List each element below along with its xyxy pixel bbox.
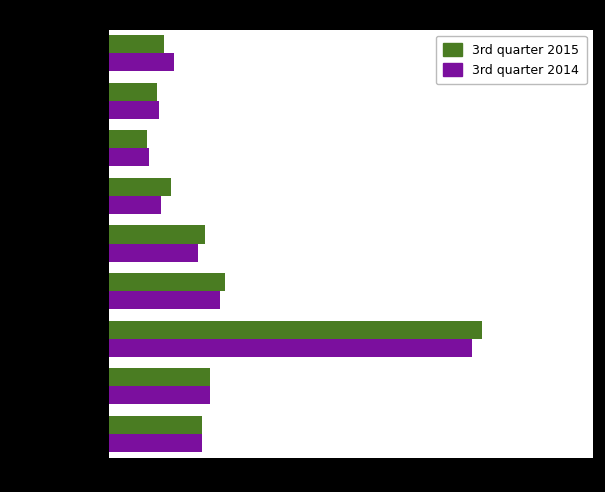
Bar (109, 149, 149, 166)
Legend: 3rd quarter 2015, 3rd quarter 2014: 3rd quarter 2015, 3rd quarter 2014 (436, 36, 587, 84)
Bar (109, 101, 159, 119)
Bar (109, 368, 210, 386)
Bar (109, 434, 201, 452)
Bar (109, 291, 220, 309)
Bar (109, 321, 482, 338)
Bar (109, 225, 204, 244)
Bar (109, 83, 157, 101)
Bar (109, 244, 198, 262)
Bar (109, 130, 147, 149)
Bar (109, 386, 210, 404)
Bar (109, 35, 165, 53)
Bar (109, 416, 201, 434)
Bar (109, 53, 174, 71)
Bar (109, 273, 225, 291)
Bar (109, 338, 472, 357)
Bar (109, 178, 171, 196)
Bar (109, 196, 162, 214)
